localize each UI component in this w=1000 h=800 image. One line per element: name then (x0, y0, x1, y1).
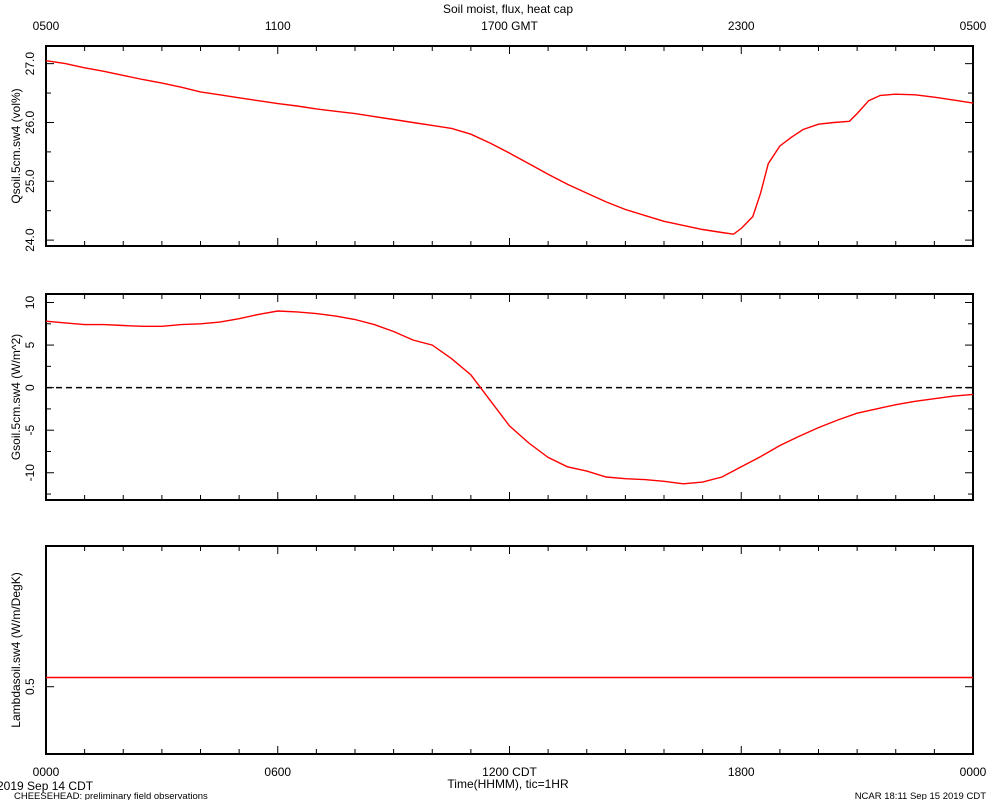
bottom-cdt-axis: 0000 0600 1200 CDT 1800 0000 (33, 765, 987, 779)
bottom-tick-label: 0600 (264, 765, 291, 779)
y-tick-label: 26.0 (23, 110, 37, 134)
y-tick-label: -10 (23, 464, 37, 482)
bottom-tick-label: 0000 (33, 765, 60, 779)
chart-title: Soil moist, flux, heat cap (443, 2, 573, 16)
footer-project: CHEESEHEAD: preliminary field observatio… (14, 791, 208, 800)
y-tick-label: -5 (23, 425, 37, 436)
data-series-line (45, 60, 974, 235)
y-tick-label: 10 (23, 296, 37, 310)
data-series-line (45, 310, 974, 485)
y-tick-label: 25.0 (23, 169, 37, 193)
top-tick-label: 2300 (728, 19, 755, 33)
plot-frame (45, 545, 974, 755)
footer-credit: NCAR 18:11 Sep 15 2019 CDT (855, 791, 987, 800)
y-tick-label: 5 (23, 341, 37, 348)
y-tick-label: 0.5 (23, 678, 37, 695)
y-tick-label: 24.0 (23, 228, 37, 252)
y-axis-title: Lambdasoil.sw4 (W/m/DegK) (9, 572, 23, 727)
bottom-tick-label: 1200 CDT (482, 765, 537, 779)
y-axis-title: Gsoil.5cm.sw4 (W/m^2) (9, 334, 23, 460)
bottom-tick-label: 0000 (960, 765, 987, 779)
plot-frame (45, 45, 974, 247)
soil-heat-flux-panel: -10 -5 0 5 10 Gsoil.5cm.sw4 (W/m^2) (9, 293, 974, 501)
y-tick-label: 0 (23, 384, 37, 391)
x-axis-title: Time(HHMM), tic=1HR (447, 777, 569, 791)
y-tick-label: 27.0 (23, 52, 37, 76)
y-axis-title: Qsoil.5cm.sw4 (vol%) (9, 88, 23, 203)
bottom-tick-label: 1800 (728, 765, 755, 779)
top-tick-label: 0500 (33, 19, 60, 33)
top-tick-label: 1700 GMT (481, 19, 538, 33)
top-tick-label: 1100 (265, 19, 291, 33)
top-tick-label: 0500 (960, 19, 987, 33)
footer-date: 2019 Sep 14 CDT (0, 779, 94, 793)
top-gmt-axis: 0500 1100 1700 GMT 2300 0500 (33, 19, 987, 33)
